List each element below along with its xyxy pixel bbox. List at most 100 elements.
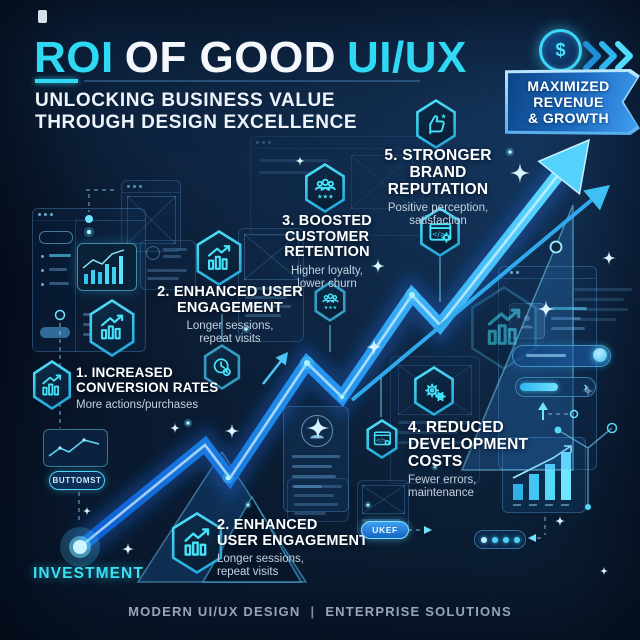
banner-line1: MAXIMIZED xyxy=(527,78,610,94)
maximized-revenue-banner: MAXIMIZED REVENUE & GROWTH xyxy=(505,69,640,135)
toggle-switch[interactable] xyxy=(512,345,611,367)
node-dot xyxy=(554,426,562,434)
milestone-4-sub-line2: maintenance xyxy=(408,487,474,499)
dashed-arrow-head-right xyxy=(424,526,432,534)
milestone-5: 5. STRONGER BRAND REPUTATION Positive pe… xyxy=(362,147,514,228)
code-window-icon: </> xyxy=(373,431,391,446)
progress-bar xyxy=(520,383,558,391)
milestone-1-title-line2: CONVERSION RATES xyxy=(76,379,219,395)
decor-square xyxy=(38,10,47,23)
bar-chart-card xyxy=(502,437,586,513)
dashed-arrow-head-left xyxy=(528,534,536,542)
code-window-icon-hexagon: </> xyxy=(420,207,460,257)
title-uiux: UI/UX xyxy=(347,33,467,82)
milestone-2a: 2. ENHANCED USER ENGAGEMENT Longer sessi… xyxy=(156,284,304,346)
chart-card xyxy=(77,243,137,291)
node-ring xyxy=(606,422,618,434)
connector-lines xyxy=(221,257,441,417)
mountain-triangle xyxy=(460,204,574,471)
gears-icon-hexagon xyxy=(414,366,454,416)
window-header xyxy=(122,181,180,193)
up-arrow-head xyxy=(538,402,548,410)
node-ring xyxy=(569,409,579,419)
dot xyxy=(480,536,487,543)
line-chart-icon xyxy=(184,528,210,557)
bar-chart-growth-icon-hexagon xyxy=(32,360,72,410)
bar-line-chart xyxy=(82,249,125,284)
title-of-good: OF GOOD xyxy=(124,33,337,82)
milestone-4: 4. REDUCED DEVELOPMENT COSTS Fewer error… xyxy=(408,419,560,500)
wireframe-text-card xyxy=(140,240,196,290)
milestone-2a-sub-line2: repeat visits xyxy=(199,333,261,345)
node-dot xyxy=(85,215,93,223)
milestone-3-title-line1: 3. BOOSTED xyxy=(282,213,372,229)
dashed-connectors xyxy=(59,189,568,539)
star-glyph: ★ xyxy=(440,112,446,120)
page-subtitle: UNLOCKING BUSINESS VALUE THROUGH DESIGN … xyxy=(35,90,357,134)
title-underline-accent xyxy=(35,79,78,83)
milestone-3-sub-line2: lower churn xyxy=(297,277,357,290)
milestone-5-title-line2: REPUTATION xyxy=(387,181,489,198)
toggle-track-line xyxy=(526,354,566,357)
title-underline xyxy=(84,80,420,82)
wireframe-image-card xyxy=(238,228,304,342)
milestone-2b: 2. ENHANCED USER ENGAGEMENT Longer sessi… xyxy=(217,517,382,579)
code-glyph: </> xyxy=(375,438,385,444)
banner-line3: & GROWTH xyxy=(528,110,609,126)
node-ring xyxy=(54,309,66,321)
pagination-dots[interactable] xyxy=(474,530,526,549)
toggle-knob[interactable] xyxy=(593,348,607,362)
secondary-arrow xyxy=(350,191,602,402)
milestone-2a-title-line2: ENGAGEMENT xyxy=(177,299,283,316)
milestone-5-title-line1: 5. STRONGER BRAND xyxy=(384,147,492,181)
milestone-3-title-line3: RETENTION xyxy=(284,244,370,260)
users-rating-icon: ★★★ xyxy=(321,293,339,311)
sidebar-button[interactable] xyxy=(40,327,70,338)
page-title: ROI OF GOOD UI/UX xyxy=(34,33,467,83)
users-rating-icon: ★★★ xyxy=(314,178,336,200)
avatar-circle xyxy=(146,246,160,260)
progress-pill[interactable]: › xyxy=(515,377,596,397)
wireframe-profile-card xyxy=(283,406,349,512)
milestone-1-title-line1: 1. INCREASED xyxy=(76,365,173,380)
wireframe-panel xyxy=(498,266,597,470)
thumbs-up-star-icon-hexagon: ★ xyxy=(416,99,456,149)
milestone-3-sub-line1: Higher loyalty, xyxy=(290,264,363,277)
banner-line2: REVENUE xyxy=(533,94,604,110)
thumbs-up-star-icon: ★ xyxy=(428,112,446,134)
arrow-highlight xyxy=(79,169,564,549)
milestone-1-sub-line1: More actions/purchases xyxy=(76,399,199,411)
sidebar-pill[interactable] xyxy=(39,231,73,244)
wireframe-text-rows xyxy=(574,286,636,338)
milestone-4-title-line1: 4. REDUCED xyxy=(408,419,504,436)
investment-label: INVESTMENT xyxy=(33,565,144,582)
clock-icon xyxy=(213,358,231,376)
bar-chart-growth-icon xyxy=(100,314,124,340)
secondary-arrow-head xyxy=(583,185,610,211)
milestone-4-sub-line1: Fewer errors, xyxy=(408,474,477,486)
dot xyxy=(491,536,498,543)
bar-chart-growth-icon-hexagon xyxy=(471,286,537,370)
window-header xyxy=(251,137,423,149)
stars-glyph: ★★★ xyxy=(323,305,337,311)
milestone-2b-sub-line2: repeat visits xyxy=(217,566,279,578)
title-roi: ROI xyxy=(34,33,114,82)
subtitle-line2: THROUGH DESIGN EXCELLENCE xyxy=(35,112,358,133)
investment-start-dot xyxy=(73,540,87,554)
milestone-5-sub-line1: Positive perception, xyxy=(387,202,489,214)
buttomst-button[interactable]: BUTTOMST xyxy=(49,471,105,490)
growth-arrow-head xyxy=(537,138,590,196)
milestone-2b-title-line2: USER ENGAGEMENT xyxy=(217,532,369,549)
bar-chart-growth-icon xyxy=(487,308,521,346)
milestone-2b-title-line1: 2. ENHANCED xyxy=(217,517,318,533)
wireframe-image-card xyxy=(121,180,181,252)
bar-chart-growth-icon xyxy=(207,244,231,270)
footer-separator: | xyxy=(310,604,316,619)
dot xyxy=(513,536,520,543)
banner-background: MAXIMIZED REVENUE & GROWTH xyxy=(508,72,637,132)
line-chart-icon xyxy=(48,438,100,457)
ukef-button[interactable]: UKEF xyxy=(361,521,409,539)
users-rating-icon-hexagon-small: ★★★ xyxy=(314,281,346,322)
chevrons-right-icon xyxy=(583,41,633,71)
